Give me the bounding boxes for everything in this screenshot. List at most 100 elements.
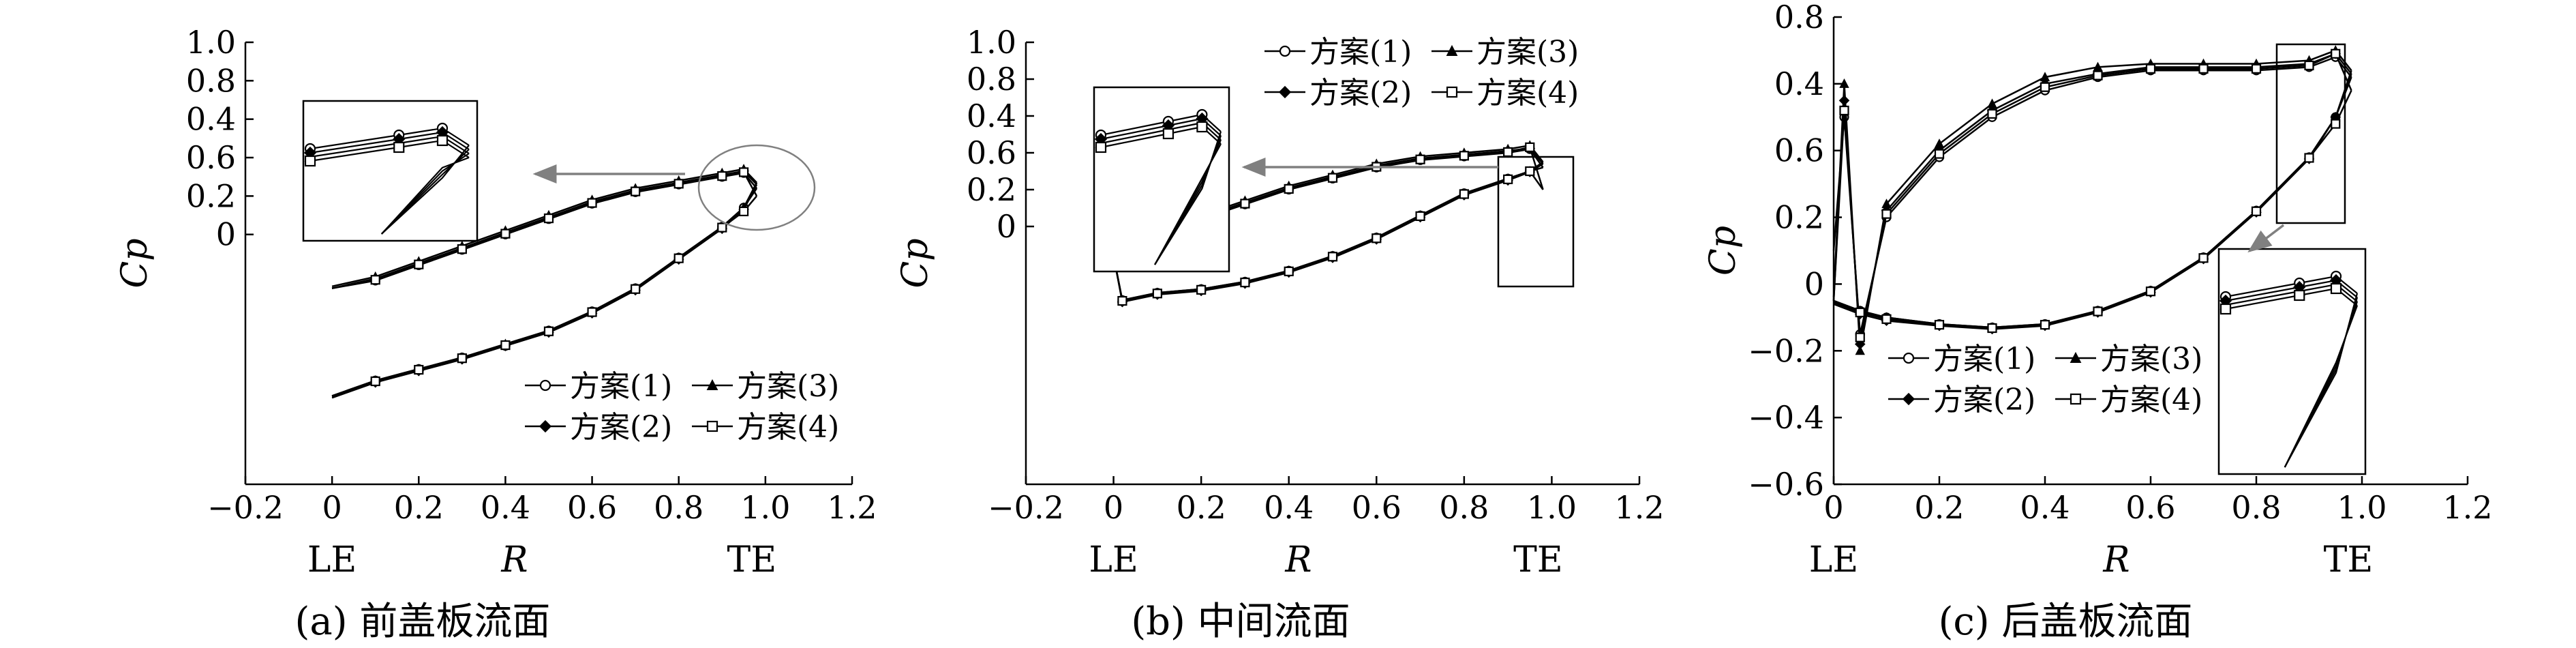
- data-point-4: [1881, 314, 1892, 324]
- zoom-line-3: [380, 153, 470, 235]
- zoom-line-4: [309, 139, 470, 162]
- data-point-4: [2331, 119, 2341, 129]
- x-tick-label: 0.8: [654, 489, 703, 526]
- data-point-4: [2040, 82, 2050, 92]
- legend-label-1: 方案(1): [570, 369, 672, 404]
- y-tick-label: 0.2: [967, 171, 1016, 208]
- data-point-4: [2198, 63, 2209, 74]
- data-point-3: [1855, 345, 1865, 355]
- y-tick-label: 0: [1804, 265, 1824, 302]
- y-axis-label: Cp: [115, 238, 155, 288]
- data-point-4: [2093, 70, 2103, 80]
- te-label: TE: [1513, 540, 1563, 580]
- x-tick-label: 0: [322, 489, 342, 526]
- y-tick-label: 0.6: [967, 134, 1016, 171]
- data-point-4: [1284, 183, 1294, 194]
- data-point-4: [1987, 108, 1997, 119]
- data-point-4: [1459, 151, 1469, 161]
- zoom-point-4: [436, 134, 449, 147]
- legend-label-4: 方案(4): [1476, 76, 1579, 111]
- legend-label-3: 方案(3): [2100, 342, 2202, 377]
- zoom-line-4: [2284, 305, 2359, 468]
- data-point-4: [457, 244, 467, 254]
- zoom-point-4: [2219, 303, 2232, 315]
- legend-label-2: 方案(2): [570, 410, 672, 445]
- data-point-4: [1855, 307, 1865, 318]
- y-tick-label: 0.6: [1774, 132, 1824, 169]
- data-point-4: [1934, 320, 1945, 330]
- legend-label-2: 方案(2): [1309, 76, 1412, 111]
- data-point-3: [2093, 61, 2103, 72]
- zoom-line-4: [380, 156, 470, 235]
- x-axis-label: R: [2102, 540, 2130, 580]
- legend-marker-3: [706, 379, 718, 390]
- legend-label-3: 方案(3): [1476, 35, 1579, 70]
- data-point-4: [2331, 48, 2341, 59]
- y-tick-label: 0: [216, 216, 236, 253]
- data-point-4: [1117, 295, 1127, 306]
- legend-marker-1: [1903, 352, 1915, 364]
- data-point-4: [631, 186, 641, 196]
- data-point-4: [2251, 206, 2262, 216]
- data-point-3: [1934, 138, 1945, 148]
- legend-marker-3: [2070, 351, 2082, 363]
- zoom-point-4: [2294, 289, 2305, 301]
- y-tick-label: 0.4: [967, 98, 1016, 134]
- data-point-4: [1240, 198, 1250, 209]
- y-tick-label: 0: [997, 208, 1016, 245]
- data-point-4: [1525, 166, 1535, 177]
- data-point-4: [1503, 174, 1513, 184]
- data-point-4: [1196, 284, 1207, 295]
- legend-marker-4: [1446, 86, 1458, 98]
- data-point-4: [1934, 149, 1945, 159]
- data-point-4: [738, 206, 749, 217]
- legend-marker-1: [1279, 45, 1291, 57]
- zoom-line-2: [2225, 279, 2358, 302]
- zoom-point-4: [1196, 121, 1208, 133]
- y-tick-label: 0.8: [967, 61, 1016, 98]
- data-point-4: [1987, 323, 1997, 334]
- zoom-line-1: [381, 145, 470, 235]
- zoom-inset: [302, 100, 479, 242]
- data-point-3: [1839, 78, 1849, 88]
- legend-label-4: 方案(4): [2100, 383, 2202, 417]
- data-point-4: [2304, 153, 2314, 163]
- data-point-3: [1987, 98, 1997, 108]
- zoom-line-1: [309, 127, 470, 150]
- data-point-3: [1881, 198, 1892, 208]
- zoom-point-4: [2330, 282, 2342, 295]
- le-label: LE: [307, 540, 357, 580]
- x-tick-label: 1.0: [2337, 489, 2386, 526]
- data-point-4: [1372, 233, 1382, 244]
- legend-marker-3: [1446, 44, 1458, 56]
- x-tick-label: 1.2: [2442, 489, 2492, 526]
- chart-b: −0.2 0 0.2 0.4 0.6 0.8 1.0 1.21.00.80.40.60.20C…: [895, 24, 1665, 580]
- data-point-4: [717, 222, 727, 233]
- zoom-point-4: [1162, 128, 1175, 140]
- zoom-point-4: [304, 155, 316, 167]
- te-highlight-box: [2275, 43, 2346, 224]
- data-point-4: [1152, 289, 1162, 299]
- x-tick-label: 0.2: [394, 489, 444, 526]
- y-tick-label: 1.0: [967, 24, 1016, 61]
- data-point-4: [457, 353, 467, 364]
- legend: 方案(1) 方案(3) 方案(2) 方案(4): [1264, 35, 1579, 111]
- data-point-4: [1415, 154, 1425, 164]
- x-axis-label: R: [500, 540, 528, 580]
- zoom-line-2: [309, 131, 470, 154]
- zoom-line-3: [309, 135, 470, 158]
- y-tick-label: 0.2: [1774, 199, 1824, 236]
- x-tick-label: 1.2: [1614, 489, 1664, 526]
- te-label: TE: [2324, 540, 2374, 580]
- caption-c: (c) 后盖板流面: [1939, 600, 2193, 644]
- x-tick-label: 0.6: [567, 489, 617, 526]
- data-point-4: [1881, 209, 1892, 219]
- data-point-4: [370, 275, 380, 285]
- legend-label-4: 方案(4): [737, 410, 839, 445]
- x-tick-label: 0.2: [1914, 489, 1964, 526]
- data-point-4: [738, 167, 749, 177]
- y-tick-label: 0.8: [1774, 0, 1824, 35]
- x-tick-label: 0.4: [1264, 489, 1314, 526]
- data-point-4: [543, 326, 554, 336]
- legend-marker-2: [1278, 85, 1292, 99]
